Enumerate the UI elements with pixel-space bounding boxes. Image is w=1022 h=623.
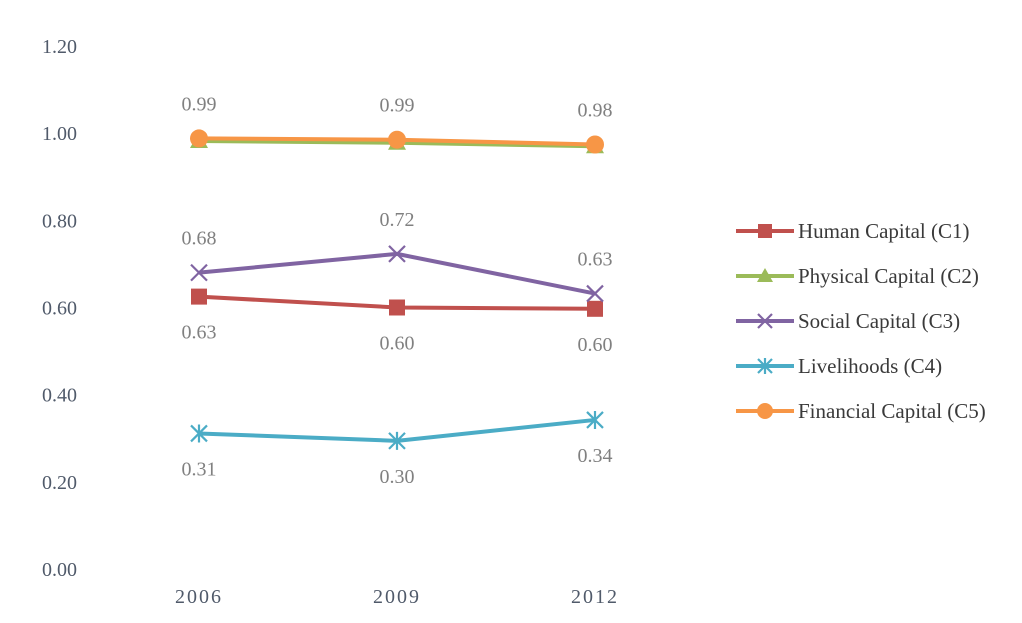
data-label: 0.99 [182, 93, 217, 115]
legend-item: Human Capital (C1) [736, 219, 969, 243]
y-tick-label: 0.60 [42, 298, 77, 320]
legend-marker [757, 403, 773, 419]
data-point [388, 130, 406, 149]
legend-label: Physical Capital (C2) [798, 264, 979, 288]
legend-item: Livelihoods (C4) [736, 354, 942, 378]
y-tick-label: 0.80 [42, 210, 77, 232]
data-point [388, 431, 406, 450]
legend-label: Social Capital (C3) [798, 309, 960, 333]
data-point [586, 410, 604, 429]
series-4 [190, 410, 604, 450]
legend: Human Capital (C1) Physical Capital (C2) S… [736, 219, 986, 423]
data-label: 0.60 [578, 334, 613, 356]
data-point [586, 284, 604, 303]
legend-marker [758, 224, 772, 238]
data-label: 0.63 [182, 322, 217, 344]
series-1 [191, 288, 603, 317]
data-point [388, 245, 406, 263]
legend-marker [757, 313, 773, 329]
data-label: 0.68 [182, 228, 217, 250]
data-label: 0.72 [380, 209, 415, 231]
x-axis: 2006 2009 2012 [175, 586, 619, 608]
legend-item: Financial Capital (C5) [736, 399, 986, 423]
data-label: 0.30 [380, 466, 415, 488]
data-point [190, 129, 208, 148]
legend-label: Financial Capital (C5) [798, 399, 986, 423]
data-point [586, 135, 604, 154]
x-tick-label: 2006 [175, 586, 223, 608]
series-5 [190, 129, 604, 154]
data-point [389, 299, 405, 316]
y-tick-label: 0.20 [42, 472, 77, 494]
data-label: 0.63 [578, 249, 613, 271]
legend-label: Human Capital (C1) [798, 219, 969, 243]
data-point [587, 300, 603, 317]
x-tick-label: 2009 [373, 586, 421, 608]
data-point [190, 263, 208, 282]
series-line [198, 251, 596, 296]
legend-item: Social Capital (C3) [736, 309, 960, 333]
legend-marker [757, 358, 773, 374]
y-tick-label: 1.20 [42, 36, 77, 58]
y-tick-label: 0.40 [42, 385, 77, 407]
data-labels: 0.63 0.60 0.60 0.68 0.72 0.63 0.31 0.30 0.34 0.99… [182, 93, 613, 487]
y-axis: 0.00 0.20 0.40 0.60 0.80 1.00 1.20 [42, 36, 77, 581]
data-label: 0.60 [380, 333, 415, 355]
y-tick-label: 0.00 [42, 559, 77, 581]
plot-area [190, 129, 604, 450]
data-label: 0.98 [578, 99, 613, 121]
series-3 [190, 245, 604, 303]
data-label: 0.34 [578, 445, 613, 467]
data-label: 0.31 [182, 458, 217, 480]
data-point [190, 424, 208, 443]
legend-marker [757, 268, 773, 282]
legend-label: Livelihoods (C4) [798, 354, 942, 378]
x-tick-label: 2012 [571, 586, 619, 608]
data-point [191, 288, 207, 305]
legend-item: Physical Capital (C2) [736, 264, 979, 288]
data-label: 0.99 [380, 95, 415, 117]
y-tick-label: 1.00 [42, 123, 77, 145]
